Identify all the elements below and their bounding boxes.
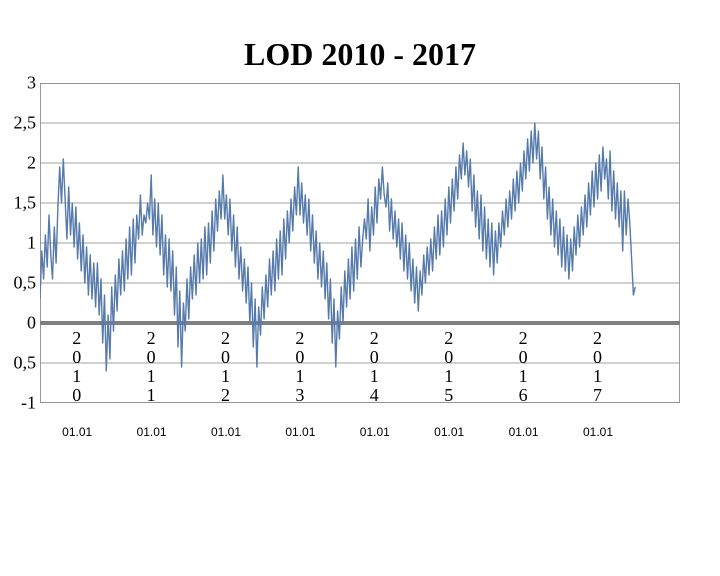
date-label: 01.01 — [62, 425, 92, 439]
year-label: 2011 — [147, 329, 156, 405]
year-label: 2017 — [593, 329, 602, 405]
year-label: 2015 — [444, 329, 453, 405]
year-label: 2012 — [221, 329, 230, 405]
year-label: 2010 — [72, 329, 81, 405]
ytick-label: 2,5 — [14, 113, 41, 134]
ytick-label: 0 — [27, 313, 40, 334]
date-label: 01.01 — [137, 425, 167, 439]
ytick-label: 2 — [27, 153, 40, 174]
ytick-label: 0,5 — [14, 273, 41, 294]
year-label: 2013 — [295, 329, 304, 405]
year-label: 2014 — [370, 329, 379, 405]
date-label: 01.01 — [509, 425, 539, 439]
date-label: 01.01 — [583, 425, 613, 439]
ytick-label: -1 — [21, 393, 40, 414]
date-label: 01.01 — [285, 425, 315, 439]
date-label: 01.01 — [360, 425, 390, 439]
ytick-label: 1,5 — [14, 193, 41, 214]
line-chart — [40, 83, 680, 403]
date-label: 01.01 — [211, 425, 241, 439]
date-label: 01.01 — [434, 425, 464, 439]
ytick-label: 0,5 — [14, 353, 41, 374]
ytick-label: 3 — [27, 73, 40, 94]
chart-container: -10,500,511,522,532010201120122013201420… — [40, 83, 680, 403]
chart-title: LOD 2010 - 2017 — [0, 36, 720, 73]
year-label: 2016 — [519, 329, 528, 405]
ytick-label: 1 — [27, 233, 40, 254]
